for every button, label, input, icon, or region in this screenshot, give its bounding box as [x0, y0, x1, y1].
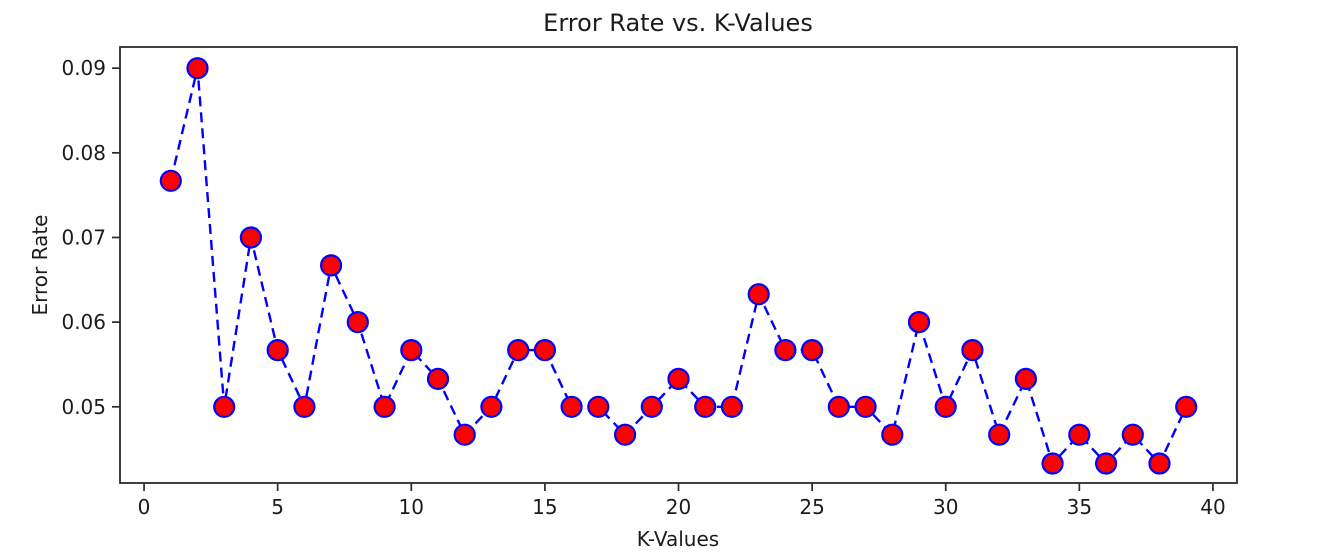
data-point-marker	[854, 395, 877, 418]
data-point-marker	[1121, 423, 1144, 446]
data-point-marker	[1094, 452, 1118, 475]
data-point-marker	[293, 395, 316, 418]
data-point-marker	[453, 423, 476, 446]
data-point-marker	[827, 395, 850, 418]
x-tick-label: 30	[933, 495, 958, 519]
data-point-marker	[988, 423, 1011, 446]
data-point-marker	[1068, 423, 1091, 446]
data-point-marker	[720, 395, 744, 418]
x-tick-label: 40	[1200, 495, 1225, 519]
data-point-marker	[480, 395, 503, 418]
data-point-marker	[186, 57, 209, 80]
data-points	[159, 57, 1198, 475]
data-point-marker	[213, 395, 236, 418]
data-point-marker	[320, 254, 343, 277]
y-tick-label: 0.09	[61, 56, 106, 80]
data-point-marker	[747, 283, 770, 306]
y-tick-label: 0.08	[61, 141, 106, 165]
data-point-marker	[934, 395, 957, 418]
data-point-marker	[1175, 395, 1198, 418]
x-axis-ticks: 0 5 10 15 20 25 30 35 40	[138, 483, 1226, 519]
y-axis-ticks: 0.05 0.06 0.07 0.08 0.09	[61, 56, 120, 419]
data-point-marker	[881, 423, 904, 446]
x-tick-label: 15	[532, 495, 557, 519]
y-tick-label: 0.07	[61, 225, 106, 249]
data-point-marker	[800, 339, 824, 362]
chart-title: Error Rate vs. K-Values	[543, 9, 813, 37]
data-point-marker	[667, 367, 690, 390]
x-tick-label: 35	[1067, 495, 1092, 519]
data-point-marker	[159, 169, 182, 192]
y-tick-label: 0.05	[61, 395, 106, 419]
data-point-marker	[613, 423, 637, 446]
plot-border	[119, 46, 1238, 484]
data-point-marker	[533, 339, 557, 362]
data-point-marker	[373, 395, 396, 418]
y-tick-label: 0.06	[61, 310, 106, 334]
data-point-marker	[640, 395, 663, 418]
y-axis-label: Error Rate	[28, 214, 52, 316]
x-tick-label: 5	[271, 495, 284, 519]
data-point-marker	[694, 395, 717, 418]
x-tick-label: 20	[666, 495, 691, 519]
data-point-marker	[346, 311, 369, 334]
data-point-marker	[961, 339, 984, 362]
x-tick-label: 0	[138, 495, 151, 519]
data-point-marker	[1014, 367, 1038, 390]
data-point-marker	[266, 339, 289, 362]
data-point-marker	[774, 339, 797, 362]
data-point-marker	[400, 339, 423, 362]
data-point-marker	[1148, 452, 1171, 475]
x-tick-label: 25	[799, 495, 824, 519]
data-line	[169, 67, 1188, 466]
x-axis-label: K-Values	[636, 527, 720, 551]
data-point-marker	[426, 367, 450, 390]
data-point-marker	[560, 395, 583, 418]
data-point-marker	[1041, 452, 1064, 475]
data-point-marker	[507, 339, 530, 362]
x-tick-label: 10	[399, 495, 424, 519]
data-point-marker	[907, 311, 931, 334]
data-point-marker	[587, 395, 610, 418]
data-point-marker	[239, 226, 262, 249]
